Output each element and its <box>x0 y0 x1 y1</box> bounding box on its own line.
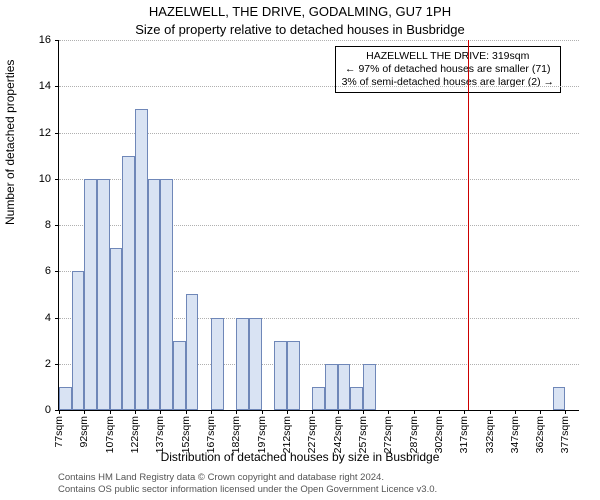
y-tick-label: 8 <box>45 219 51 231</box>
histogram-bar <box>135 109 148 410</box>
histogram-bar <box>350 387 363 410</box>
x-tick <box>414 410 415 414</box>
histogram-bar <box>148 179 161 410</box>
x-tick <box>565 410 566 414</box>
x-tick <box>84 410 85 414</box>
x-tick-label: 317sqm <box>458 416 470 453</box>
histogram-bar <box>110 248 123 410</box>
y-tick-label: 6 <box>45 265 51 277</box>
y-tick <box>55 133 59 134</box>
x-tick <box>211 410 212 414</box>
histogram-bar <box>59 387 72 410</box>
x-tick-label: 242sqm <box>332 416 344 453</box>
histogram-bar <box>186 294 199 410</box>
y-tick-label: 0 <box>45 404 51 416</box>
x-tick <box>540 410 541 414</box>
x-tick-label: 227sqm <box>306 416 318 453</box>
histogram-bar <box>312 387 325 410</box>
x-tick <box>110 410 111 414</box>
plot-area: HAZELWELL THE DRIVE: 319sqm ← 97% of det… <box>58 40 579 411</box>
histogram-bar <box>211 318 224 411</box>
x-tick <box>490 410 491 414</box>
histogram-bar <box>84 179 97 410</box>
y-tick <box>55 225 59 226</box>
footer-line: Contains OS public sector information li… <box>58 484 437 496</box>
x-tick <box>464 410 465 414</box>
x-tick-label: 302sqm <box>433 416 445 453</box>
x-tick <box>186 410 187 414</box>
histogram-bar <box>249 318 262 411</box>
histogram-bar <box>173 341 186 410</box>
x-tick-label: 152sqm <box>180 416 192 453</box>
x-tick <box>236 410 237 414</box>
x-tick-label: 197sqm <box>256 416 268 453</box>
x-tick-label: 77sqm <box>53 416 65 448</box>
histogram-bar <box>97 179 110 410</box>
x-tick-label: 182sqm <box>230 416 242 453</box>
y-tick-label: 2 <box>45 358 51 370</box>
y-tick <box>55 40 59 41</box>
x-tick-label: 92sqm <box>78 416 90 448</box>
chart-container: HAZELWELL, THE DRIVE, GODALMING, GU7 1PH… <box>0 0 600 500</box>
histogram-bar <box>274 341 287 410</box>
x-tick <box>338 410 339 414</box>
x-axis-label: Distribution of detached houses by size … <box>0 450 600 464</box>
y-tick <box>55 318 59 319</box>
histogram-bar <box>553 387 566 410</box>
y-tick-label: 4 <box>45 312 51 324</box>
x-tick <box>515 410 516 414</box>
footer-text: Contains HM Land Registry data © Crown c… <box>58 472 437 496</box>
histogram-bar <box>325 364 338 410</box>
x-tick <box>439 410 440 414</box>
x-tick <box>262 410 263 414</box>
reference-line <box>468 40 469 410</box>
x-tick <box>135 410 136 414</box>
x-tick-label: 272sqm <box>382 416 394 453</box>
y-tick-label: 10 <box>39 173 51 185</box>
y-tick <box>55 364 59 365</box>
x-tick <box>287 410 288 414</box>
x-tick-label: 122sqm <box>129 416 141 453</box>
histogram-bar <box>363 364 376 410</box>
x-tick-label: 332sqm <box>484 416 496 453</box>
annotation-line: HAZELWELL THE DRIVE: 319sqm <box>342 50 554 63</box>
x-tick-label: 137sqm <box>154 416 166 453</box>
x-tick <box>59 410 60 414</box>
x-tick-label: 362sqm <box>534 416 546 453</box>
histogram-bar <box>160 179 173 410</box>
x-tick-label: 212sqm <box>281 416 293 453</box>
x-tick-label: 167sqm <box>205 416 217 453</box>
histogram-bar <box>122 156 135 410</box>
y-tick-label: 16 <box>39 34 51 46</box>
histogram-bar <box>338 364 351 410</box>
histogram-bar <box>236 318 249 411</box>
y-tick <box>55 271 59 272</box>
x-tick <box>388 410 389 414</box>
y-tick-label: 14 <box>39 80 51 92</box>
y-tick-label: 12 <box>39 127 51 139</box>
annotation-line: 3% of semi-detached houses are larger (2… <box>342 76 554 89</box>
x-tick-label: 287sqm <box>408 416 420 453</box>
x-tick <box>363 410 364 414</box>
y-tick <box>55 86 59 87</box>
gridline <box>59 86 579 87</box>
histogram-bar <box>287 341 300 410</box>
chart-title-line1: HAZELWELL, THE DRIVE, GODALMING, GU7 1PH <box>0 4 600 19</box>
x-tick-label: 107sqm <box>104 416 116 453</box>
x-tick-label: 347sqm <box>509 416 521 453</box>
histogram-bar <box>72 271 85 410</box>
x-tick-label: 377sqm <box>559 416 571 453</box>
x-tick <box>312 410 313 414</box>
footer-line: Contains HM Land Registry data © Crown c… <box>58 472 437 484</box>
gridline <box>59 40 579 41</box>
x-tick <box>160 410 161 414</box>
y-tick <box>55 179 59 180</box>
y-axis-label: Number of detached properties <box>3 60 17 225</box>
chart-title-line2: Size of property relative to detached ho… <box>0 22 600 37</box>
x-tick-label: 257sqm <box>357 416 369 453</box>
annotation-line: ← 97% of detached houses are smaller (71… <box>342 63 554 76</box>
